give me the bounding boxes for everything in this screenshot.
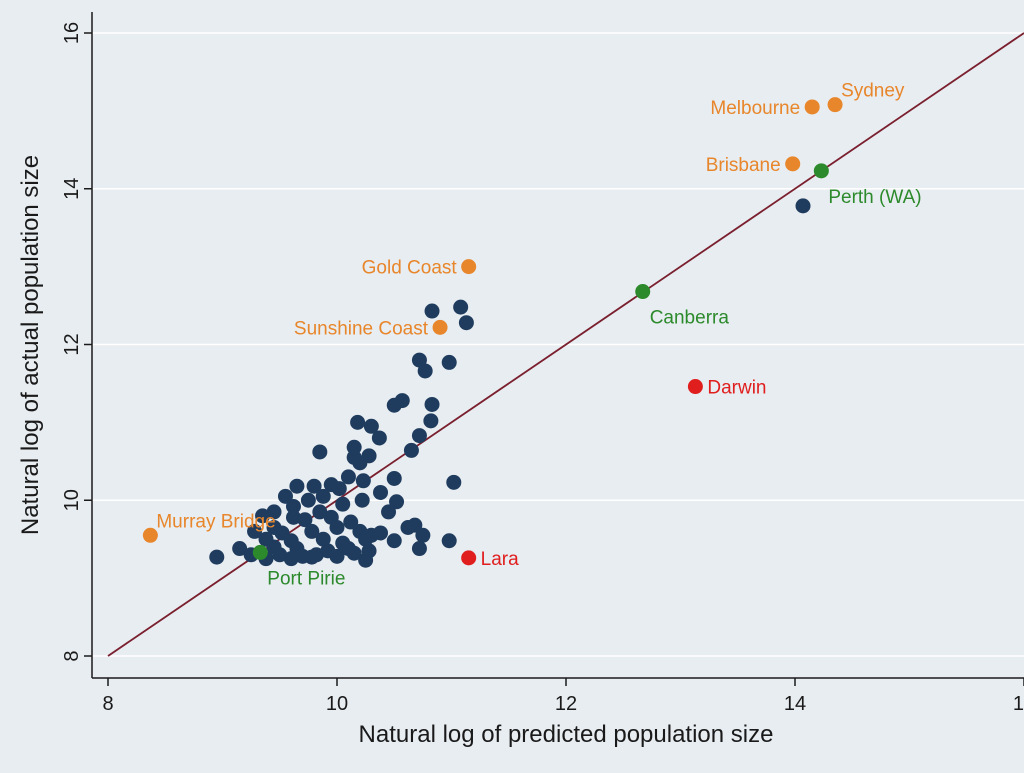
data-point [400,520,416,536]
data-point [315,531,331,547]
data-point-perth-wa [813,163,829,179]
axes: 8 10 12 14 16 8 10 12 14 16 [61,12,1024,715]
data-point [312,504,328,520]
data-point-sydney [827,97,843,113]
data-point-brisbane [785,156,801,172]
data-point [283,551,299,567]
data-point [373,525,389,541]
data-point [209,549,225,565]
data-points [142,97,843,568]
data-point [424,396,440,412]
data-point [371,430,387,446]
point-label-canberra: Canberra [650,308,730,329]
point-label-port-pirie: Port Pirie [267,568,345,589]
x-tick-label-16: 16 [1013,693,1024,715]
data-point [373,484,389,500]
data-point [403,442,419,458]
data-point [285,509,301,525]
data-point-melbourne [804,99,820,115]
data-point [355,473,371,489]
data-point [358,552,374,568]
y-tick-label-12: 12 [61,333,83,355]
x-tick-label-10: 10 [326,693,348,715]
data-point [795,198,811,214]
data-point [272,547,288,563]
data-point [340,469,356,485]
data-point [352,455,368,471]
point-label-lara: Lara [481,549,519,570]
point-label-gold-coast: Gold Coast [362,258,458,279]
data-point [304,523,320,539]
data-point [354,492,370,508]
data-point [289,478,305,494]
data-point [441,354,457,370]
point-label-melbourne: Melbourne [710,98,800,119]
data-point [381,504,397,520]
data-point [329,548,345,564]
point-label-darwin: Darwin [707,378,766,399]
point-label-sunshine-coast: Sunshine Coast [294,318,429,339]
data-point [441,533,457,549]
data-point [453,299,469,315]
point-label-perth-wa: Perth (WA) [828,187,921,208]
y-tick-label-16: 16 [61,22,83,44]
data-point [331,481,347,497]
point-labels: Sydney Melbourne Brisbane Perth (WA) Gold Co… [156,81,921,590]
point-label-brisbane: Brisbane [706,155,781,176]
y-axis-title: Natural log of actual population size [17,155,44,535]
data-point [247,523,263,539]
data-point [386,533,402,549]
data-point [411,541,427,557]
data-point [386,397,402,413]
x-tick-label-12: 12 [555,693,577,715]
data-point-gold-coast [461,259,477,275]
data-point [417,363,433,379]
data-point [411,428,427,444]
data-point [329,520,345,536]
data-point [297,512,313,528]
data-point-darwin [687,379,703,395]
point-label-murray-bridge: Murray Bridge [156,511,275,532]
y-tick-label-14: 14 [61,178,83,200]
data-point [255,508,271,524]
data-point [446,474,462,490]
data-point-port-pirie [252,544,268,560]
data-point [315,488,331,504]
data-point [285,498,301,514]
data-point [343,514,359,530]
x-tick-label-14: 14 [784,693,806,715]
data-point-murray-bridge [142,527,158,543]
x-axis-title: Natural log of predicted population size [359,721,774,748]
y-tick-label-10: 10 [61,489,83,511]
data-point [389,494,405,510]
data-point [306,478,322,494]
data-point [386,470,402,486]
data-point [350,414,366,430]
data-point [415,527,431,543]
data-point [300,492,316,508]
data-point-sunshine-coast [432,319,448,335]
data-point [363,418,379,434]
data-point [304,549,320,565]
data-point-lara [461,550,477,566]
data-point [358,531,374,547]
point-label-sydney: Sydney [841,81,905,102]
data-point [346,545,362,561]
data-point [423,413,439,429]
data-point [277,488,293,504]
data-point [424,303,440,319]
data-point [266,504,282,520]
data-point [312,444,328,460]
data-point [232,541,248,557]
x-tick-label-8: 8 [102,693,113,715]
data-point [458,315,474,331]
y-tick-label-8: 8 [61,650,83,661]
gridlines [92,32,1024,657]
data-point-canberra [635,284,651,300]
data-point [335,496,351,512]
